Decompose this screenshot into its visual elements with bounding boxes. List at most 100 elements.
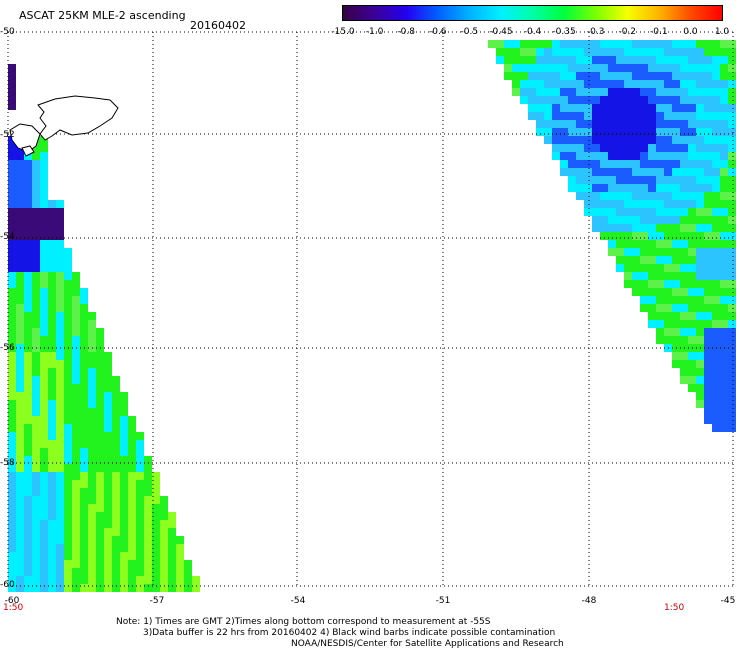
swath-cell <box>8 504 16 512</box>
swath-cell <box>80 304 88 312</box>
swath-cell <box>616 152 624 160</box>
swath-cell <box>592 40 600 48</box>
swath-cell <box>16 504 24 512</box>
swath-cell <box>720 264 728 272</box>
swath-cell <box>128 416 136 424</box>
swath-cell <box>32 464 40 472</box>
swath-cell <box>88 568 96 576</box>
swath-cell <box>520 80 528 88</box>
swath-cell <box>64 400 72 408</box>
swath-cell <box>728 56 736 64</box>
swath-cell <box>64 376 72 384</box>
swath-cell <box>88 480 96 488</box>
swath-cell <box>80 440 88 448</box>
swath-cell <box>56 224 64 232</box>
swath-cell <box>64 568 72 576</box>
swath-cell <box>120 520 128 528</box>
swath-cell <box>704 376 712 384</box>
swath-cell <box>568 96 576 104</box>
swath-cell <box>24 432 32 440</box>
swath-cell <box>672 64 680 72</box>
swath-cell <box>720 360 728 368</box>
swath-cell <box>544 64 552 72</box>
swath-cell <box>576 152 584 160</box>
swath-cell <box>592 144 600 152</box>
swath-cell <box>40 136 48 144</box>
swath-cell <box>24 272 32 280</box>
coastline-falkland-islands <box>9 95 119 157</box>
swath-cell <box>600 104 608 112</box>
swath-cell <box>16 152 24 160</box>
swath-cell <box>680 216 688 224</box>
swath-cell <box>48 440 56 448</box>
swath-cell <box>648 176 656 184</box>
swath-cell <box>112 456 120 464</box>
swath-cell <box>16 560 24 568</box>
swath-cell <box>728 376 736 384</box>
swath-cell <box>688 320 696 328</box>
swath-cell <box>728 360 736 368</box>
swath-cell <box>696 264 704 272</box>
swath-cell <box>720 128 728 136</box>
swath-cell <box>600 160 608 168</box>
swath-cell <box>96 472 104 480</box>
swath-cell <box>712 64 720 72</box>
swath-cell <box>632 176 640 184</box>
swath-cell <box>552 144 560 152</box>
swath-cell <box>40 336 48 344</box>
swath-cell <box>632 184 640 192</box>
swath-cell <box>40 568 48 576</box>
swath-cell <box>72 328 80 336</box>
swath-cell <box>640 120 648 128</box>
swath-cell <box>696 120 704 128</box>
data-swaths <box>8 40 736 592</box>
swath-cell <box>24 360 32 368</box>
swath-cell <box>712 336 720 344</box>
swath-cell <box>56 488 64 496</box>
map-title: ASCAT 25KM MLE-2 ascending <box>19 9 186 22</box>
swath-cell <box>552 80 560 88</box>
swath-cell <box>40 168 48 176</box>
swath-cell <box>632 272 640 280</box>
swath-cell <box>576 176 584 184</box>
swath-cell <box>704 200 712 208</box>
swath-cell <box>64 336 72 344</box>
swath-cell <box>704 368 712 376</box>
swath-cell <box>80 576 88 584</box>
swath-cell <box>56 528 64 536</box>
swath-cell <box>592 56 600 64</box>
swath-cell <box>712 224 720 232</box>
swath-cell <box>608 96 616 104</box>
swath-cell <box>696 320 704 328</box>
swath-cell <box>640 48 648 56</box>
swath-cell <box>136 448 144 456</box>
swath-cell <box>592 136 600 144</box>
swath-cell <box>32 144 40 152</box>
swath-cell <box>648 40 656 48</box>
swath-cell <box>640 112 648 120</box>
swath-cell <box>720 288 728 296</box>
swath-cell <box>672 152 680 160</box>
swath-cell <box>80 464 88 472</box>
swath-cell <box>632 200 640 208</box>
swath-cell <box>608 80 616 88</box>
swath-cell <box>664 200 672 208</box>
swath-cell <box>544 80 552 88</box>
swath-cell <box>56 328 64 336</box>
swath-cell <box>152 520 160 528</box>
swath-cell <box>592 104 600 112</box>
swath-cell <box>32 320 40 328</box>
swath-cell <box>144 528 152 536</box>
swath-cell <box>64 304 72 312</box>
swath-cell <box>656 312 664 320</box>
swath-cell <box>72 312 80 320</box>
swath-cell <box>48 536 56 544</box>
swath-cell <box>8 184 16 192</box>
swath-cell <box>616 208 624 216</box>
swath-cell <box>680 80 688 88</box>
swath-cell <box>24 400 32 408</box>
swath-cell <box>712 424 720 432</box>
swath-cell <box>624 56 632 64</box>
swath-cell <box>64 504 72 512</box>
swath-cell <box>704 168 712 176</box>
